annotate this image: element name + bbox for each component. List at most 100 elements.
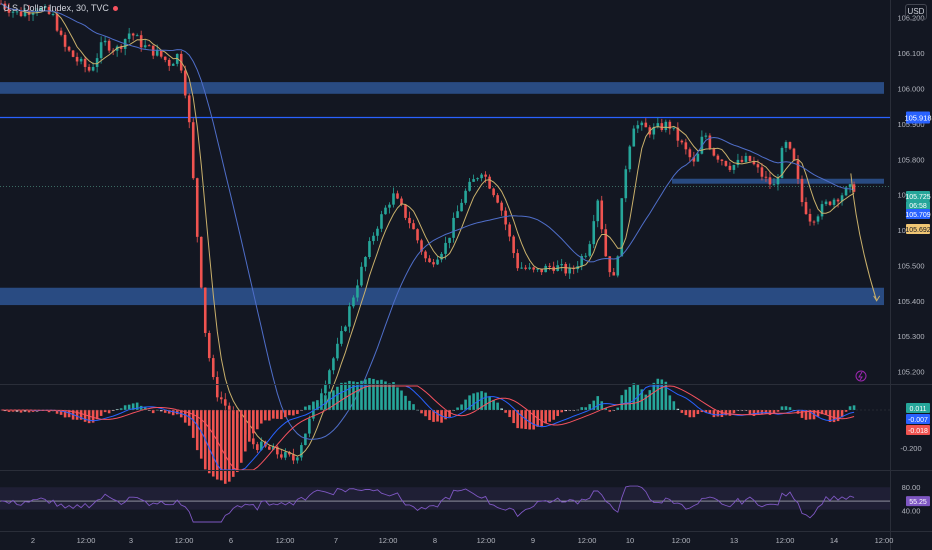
candle [632, 128, 636, 147]
time-tick-label: 14 [830, 536, 838, 545]
candle [83, 58, 87, 67]
macd-histogram-bar [508, 410, 511, 418]
projection-arrow [850, 173, 878, 301]
candle [79, 58, 83, 62]
macd-histogram-bar [304, 406, 307, 410]
price-tick-label: 106.200 [897, 14, 924, 23]
candle [668, 121, 672, 129]
time-tick-label: 13 [730, 536, 738, 545]
macd-histogram-bar [316, 400, 319, 410]
candle [600, 200, 604, 230]
candle [11, 11, 15, 13]
candle [332, 358, 335, 371]
macd-histogram-bar [668, 395, 672, 410]
macd-histogram-bar [616, 407, 620, 410]
candle [340, 331, 343, 344]
candle [51, 14, 55, 16]
macd-histogram-bar [776, 410, 780, 412]
macd-histogram-bar [215, 410, 219, 480]
macd-histogram-bar [364, 379, 367, 410]
macd-histogram-bar [840, 410, 844, 418]
macd-histogram-bar [580, 407, 584, 410]
macd-histogram-bar [63, 410, 67, 418]
candle [292, 454, 295, 461]
macd-histogram-bar [704, 410, 708, 413]
macd-histogram-bar [624, 389, 628, 410]
macd-pane[interactable] [0, 378, 890, 484]
candle [768, 177, 772, 185]
candle [380, 214, 383, 229]
macd-histogram-bar [328, 391, 331, 410]
macd-histogram-bar [800, 410, 804, 418]
rsi-label-box [906, 496, 930, 507]
candle [500, 202, 503, 211]
macd-histogram-bar [7, 410, 11, 412]
candle [404, 204, 407, 218]
candle [207, 332, 211, 359]
macd-histogram-bar [756, 410, 760, 414]
candle [824, 201, 828, 205]
macd-histogram-bar [151, 410, 155, 414]
macd-histogram-bar [816, 410, 820, 417]
candle [512, 236, 515, 254]
macd-histogram-bar [480, 391, 483, 410]
time-tick-label: 12:00 [672, 536, 691, 545]
candle [756, 164, 760, 168]
macd-histogram-bar [832, 410, 836, 423]
macd-histogram-bar [804, 410, 808, 420]
candle [664, 121, 668, 130]
macd-histogram-bar [191, 410, 195, 438]
candle [816, 216, 820, 222]
candle [444, 242, 447, 254]
price-pane[interactable] [0, 0, 890, 465]
candle [296, 457, 299, 461]
macd-histogram-bar [820, 410, 824, 415]
macd-histogram-bar [195, 410, 199, 451]
macd-histogram-bar [600, 401, 604, 410]
macd-histogram-bar [264, 410, 267, 421]
macd-histogram-bar [764, 410, 768, 414]
time-tick-label: 2 [31, 536, 35, 545]
macd-histogram-bar [672, 401, 676, 410]
macd-histogram-bar [728, 410, 732, 416]
macd-histogram-bar [336, 386, 339, 410]
candle [800, 178, 804, 203]
macd-histogram-bar [312, 401, 315, 410]
time-tick-label: 12:00 [875, 536, 894, 545]
macd-histogram-bar [296, 410, 299, 414]
candle [596, 200, 600, 222]
price-label: 06:58 [909, 203, 927, 210]
candle [496, 195, 499, 203]
currency-button[interactable]: USD [905, 4, 927, 20]
symbol-title: U.S. Dollar Index, 30, TVC [3, 3, 109, 13]
macd-histogram-bar [732, 410, 736, 414]
macd-histogram-bar [596, 396, 600, 410]
macd-histogram-bar [652, 382, 656, 410]
candle [840, 195, 844, 202]
candle [191, 122, 195, 179]
candle [604, 229, 608, 257]
candle [19, 11, 23, 17]
macd-histogram-bar [235, 410, 239, 473]
candle [744, 155, 748, 162]
macd-histogram-bar [516, 410, 519, 429]
candle [412, 223, 415, 230]
macd-histogram-bar [47, 410, 51, 413]
candle [624, 169, 628, 199]
candle [227, 405, 231, 413]
macd-histogram-bar [75, 410, 79, 420]
macd-histogram-bar [211, 410, 215, 477]
candle [456, 211, 459, 218]
candle [508, 224, 511, 237]
candle [476, 178, 479, 180]
candle [63, 34, 67, 47]
macd-histogram-bar [340, 382, 343, 410]
macd-histogram-bar [372, 378, 375, 410]
candle [812, 221, 816, 223]
macd-histogram-bar [436, 410, 439, 422]
rsi-pane[interactable] [0, 485, 890, 523]
macd-histogram-bar [135, 402, 139, 410]
macd-histogram-bar [227, 410, 231, 482]
candle [376, 228, 379, 236]
